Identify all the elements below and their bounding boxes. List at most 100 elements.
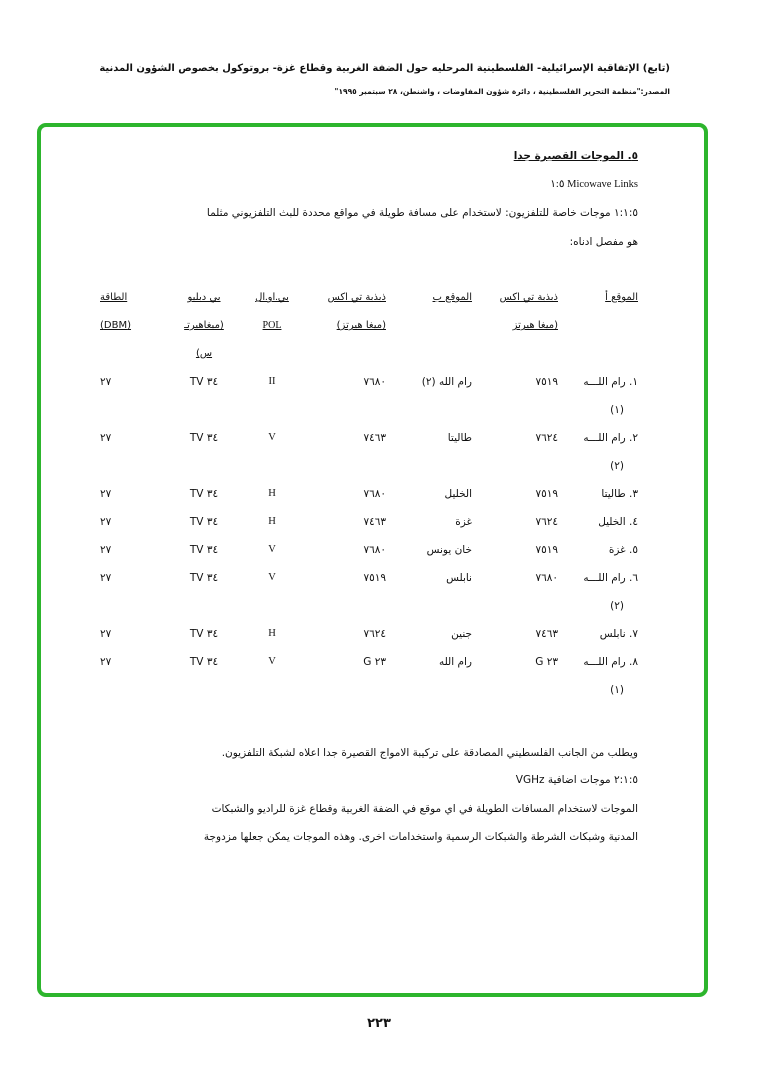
column-header bbox=[558, 340, 638, 368]
cell-text: ٧٥١٩ bbox=[535, 376, 558, 388]
header-row: (ميغا هيرتز (ميغا هيرتز) POL (ميغاهيرتـ (DBM… bbox=[100, 312, 638, 340]
cell-freq-a: ٧٦٢٤ bbox=[472, 424, 558, 480]
cell-text: ٤. الخليل bbox=[598, 516, 638, 528]
cell-site-b: رام الله (٢) bbox=[386, 368, 472, 424]
column-header-text: (ميغاهيرتـ bbox=[184, 320, 224, 331]
cell-text: ٢٧ bbox=[100, 628, 112, 640]
cell-text: ٢٧ bbox=[100, 488, 112, 500]
cell-text: ٥. غزة bbox=[608, 544, 638, 556]
subsection-additional-waves: ٢:١:٥ موجات اضافية VGHz bbox=[515, 774, 638, 786]
column-header: (DBM) bbox=[100, 312, 164, 340]
cell-text: ٣٤ TV bbox=[189, 572, 219, 584]
cell-power: ٢٧ bbox=[100, 564, 164, 620]
column-header-text: بي.او.ال bbox=[255, 292, 289, 303]
table-row: ٦. رام اللـــه (٢) ٧٦٨٠ نابلس ٧٥١٩ V ٣٤ TV ٢٧ bbox=[100, 564, 638, 620]
cell-bw: ٣٤ TV bbox=[164, 480, 244, 508]
cell-text: H bbox=[268, 516, 276, 527]
cell-bw: ٣٤ TV bbox=[164, 648, 244, 704]
column-header: ذبذبة تي اكس bbox=[472, 284, 558, 312]
paragraph-line: ١:١:٥ موجات خاصة للتلفزيون: لاستخدام على… bbox=[206, 207, 638, 219]
cell-freq-b: ٧٦٢٤ bbox=[300, 620, 386, 648]
cell-text: H bbox=[268, 628, 276, 639]
cell-text: ٢٧ bbox=[100, 656, 112, 668]
cell-text: ٧٦٢٤ bbox=[363, 628, 386, 640]
cell-text-continuation: (٢) bbox=[610, 600, 624, 612]
cell-bw: ٣٤ TV bbox=[164, 536, 244, 564]
column-header-text: س) bbox=[195, 348, 213, 359]
column-header-text: الموقع أ bbox=[605, 292, 638, 303]
cell-bw: ٣٤ TV bbox=[164, 368, 244, 424]
cell-pol: V bbox=[244, 564, 300, 620]
cell-freq-a: ٧٤٦٣ bbox=[472, 620, 558, 648]
cell-text: ٧٥١٩ bbox=[363, 572, 386, 584]
cell-text: ٧٤٦٣ bbox=[363, 432, 386, 444]
cell-text: ٢٧ bbox=[100, 572, 112, 584]
table-row: ٢. رام اللـــه (٢) ٧٦٢٤ طاليتا ٧٤٦٣ V ٣٤ TV ٢٧ bbox=[100, 424, 638, 480]
cell-site-b: رام الله bbox=[386, 648, 472, 704]
cell-pol: II bbox=[244, 368, 300, 424]
cell-text: ٣٤ TV bbox=[189, 376, 219, 388]
cell-pol: H bbox=[244, 508, 300, 536]
document-title: (تابع) الإتفاقية الإسرائيلية- الفلسطينية… bbox=[99, 63, 670, 74]
cell-text: رام الله bbox=[438, 656, 472, 668]
column-header: (ميغاهيرتـ bbox=[164, 312, 244, 340]
paragraph-line: الموجات لاستخدام المسافات الطويلة في اي … bbox=[211, 803, 638, 815]
cell-site-a: ٤. الخليل bbox=[558, 508, 638, 536]
cell-text: ٣٤ TV bbox=[189, 516, 219, 528]
cell-freq-a: ٧٥١٩ bbox=[472, 480, 558, 508]
paragraph-line: المدنية وشبكات الشرطة والشبكات الرسمية و… bbox=[203, 831, 638, 843]
cell-power: ٢٧ bbox=[100, 480, 164, 508]
cell-freq-a: ٧٥١٩ bbox=[472, 536, 558, 564]
frequency-table: الموقع أ ذبذبة تي اكس الموقع ب ذبذبة تي اكس… bbox=[100, 284, 638, 704]
cell-bw: ٣٤ TV bbox=[164, 508, 244, 536]
column-header-text: (ميغا هيرتز bbox=[512, 320, 558, 331]
cell-pol: V bbox=[244, 648, 300, 704]
cell-text: H bbox=[268, 488, 276, 499]
subsection-microwave-links: Micowave Links ١:٥ bbox=[550, 179, 638, 190]
cell-text: ٣. طاليتا bbox=[601, 488, 638, 500]
cell-power: ٢٧ bbox=[100, 424, 164, 480]
column-header-text: POL bbox=[262, 320, 282, 331]
cell-bw: ٣٤ TV bbox=[164, 620, 244, 648]
column-header: بي دبليو bbox=[164, 284, 244, 312]
cell-site-a: ٧. نابلس bbox=[558, 620, 638, 648]
table-row: ٤. الخليل ٧٦٢٤ غزة ٧٤٦٣ H ٣٤ TV ٢٧ bbox=[100, 508, 638, 536]
cell-text: V bbox=[268, 544, 276, 555]
column-header bbox=[244, 340, 300, 368]
cell-text: ٧٦٨٠ bbox=[363, 544, 386, 556]
cell-freq-b: ٧٦٨٠ bbox=[300, 480, 386, 508]
cell-site-b: غزة bbox=[386, 508, 472, 536]
cell-text: نابلس bbox=[446, 572, 472, 584]
cell-power: ٢٧ bbox=[100, 620, 164, 648]
cell-text: ٧٦٨٠ bbox=[363, 488, 386, 500]
cell-text: ٢٧ bbox=[100, 544, 112, 556]
paragraph-after-table: ويطلب من الجانب الفلسطيني المصادقة على ت… bbox=[221, 747, 638, 759]
cell-text: ٣٤ TV bbox=[189, 628, 219, 640]
cell-text: ٢٧ bbox=[100, 432, 112, 444]
cell-pol: H bbox=[244, 620, 300, 648]
page-number: ٢٢٣ bbox=[367, 1016, 391, 1031]
cell-text: خان يونس bbox=[426, 544, 472, 556]
column-header bbox=[472, 340, 558, 368]
cell-text: V bbox=[268, 656, 276, 667]
cell-text: ٢٧ bbox=[100, 516, 112, 528]
column-header: POL bbox=[244, 312, 300, 340]
table-row: ٣. طاليتا ٧٥١٩ الخليل ٧٦٨٠ H ٣٤ TV ٢٧ bbox=[100, 480, 638, 508]
cell-freq-b: ٧٤٦٣ bbox=[300, 508, 386, 536]
cell-freq-b: ٧٦٨٠ bbox=[300, 368, 386, 424]
cell-text-continuation: (١) bbox=[610, 404, 624, 416]
column-header: س) bbox=[164, 340, 244, 368]
cell-text: ٧٦٢٤ bbox=[535, 432, 558, 444]
cell-site-b: طاليتا bbox=[386, 424, 472, 480]
cell-power: ٢٧ bbox=[100, 368, 164, 424]
cell-site-b: خان يونس bbox=[386, 536, 472, 564]
cell-bw: ٣٤ TV bbox=[164, 424, 244, 480]
cell-site-b: نابلس bbox=[386, 564, 472, 620]
column-header bbox=[300, 340, 386, 368]
cell-text: ١. رام اللـــه bbox=[583, 376, 638, 388]
cell-freq-b: ٧٥١٩ bbox=[300, 564, 386, 620]
cell-power: ٢٧ bbox=[100, 536, 164, 564]
cell-text: غزة bbox=[455, 516, 472, 528]
column-header: الموقع ب bbox=[386, 284, 472, 312]
cell-text: II bbox=[268, 376, 276, 387]
